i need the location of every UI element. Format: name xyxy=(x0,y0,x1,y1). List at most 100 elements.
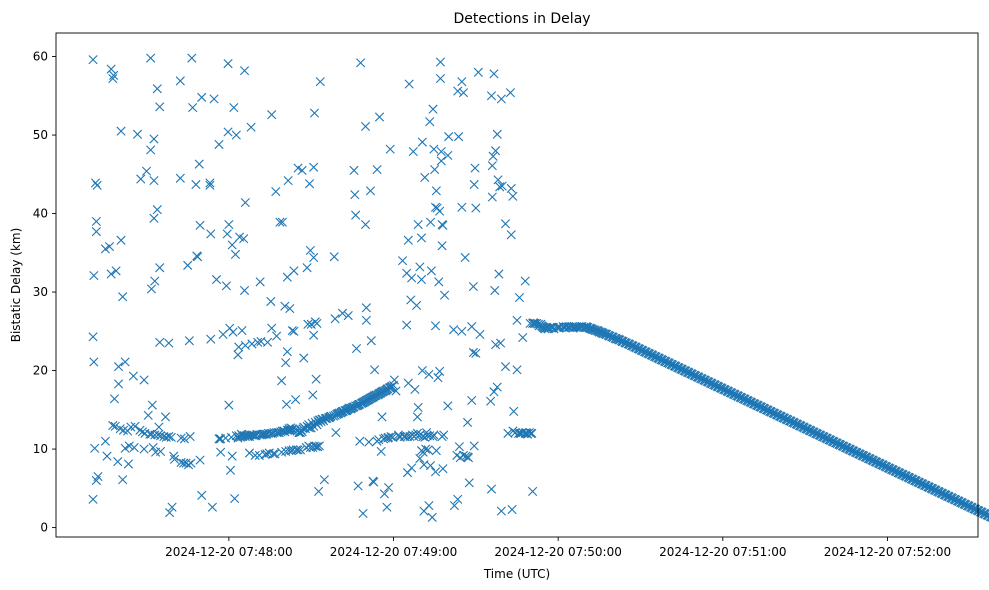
data-point xyxy=(234,342,244,352)
data-point xyxy=(262,449,272,459)
data-point xyxy=(431,186,441,196)
data-point xyxy=(272,331,282,341)
data-point xyxy=(410,384,420,395)
data-point xyxy=(197,490,207,500)
data-point xyxy=(471,348,481,358)
data-point xyxy=(405,431,415,442)
data-point xyxy=(89,270,99,281)
data-point xyxy=(102,451,112,461)
x-tick-label: 2024-12-20 07:48:00 xyxy=(165,545,292,559)
data-point xyxy=(412,412,422,422)
data-point xyxy=(237,325,247,336)
data-point xyxy=(491,146,501,156)
data-point xyxy=(444,132,454,142)
data-point xyxy=(416,274,427,285)
data-point xyxy=(309,330,319,340)
data-point xyxy=(467,322,477,332)
data-point xyxy=(89,357,99,367)
data-point xyxy=(147,400,157,410)
data-point xyxy=(319,475,329,485)
data-point xyxy=(184,336,194,346)
data-point xyxy=(309,162,319,172)
y-tick-label: 0 xyxy=(40,521,48,535)
data-point xyxy=(430,321,441,331)
data-point xyxy=(486,91,497,101)
data-point xyxy=(155,431,166,441)
data-point xyxy=(90,443,100,453)
data-point xyxy=(404,79,414,89)
data-point xyxy=(253,337,263,347)
data-point xyxy=(194,159,204,169)
data-point xyxy=(443,150,453,161)
data-point xyxy=(176,433,186,443)
x-tick-label: 2024-12-20 07:51:00 xyxy=(659,545,786,559)
x-tick-label: 2024-12-20 07:52:00 xyxy=(824,545,951,559)
data-point xyxy=(520,276,530,286)
data-point xyxy=(435,206,445,216)
data-point xyxy=(111,266,121,276)
data-point xyxy=(244,448,255,458)
data-point xyxy=(612,334,622,344)
data-point xyxy=(240,340,250,351)
data-point xyxy=(179,458,189,468)
data-point xyxy=(309,108,320,118)
data-point xyxy=(205,178,215,188)
data-point xyxy=(489,69,499,79)
data-point xyxy=(188,102,198,113)
data-point xyxy=(287,325,297,336)
data-point xyxy=(233,350,243,360)
data-point xyxy=(227,451,237,461)
data-point xyxy=(424,369,434,380)
data-point xyxy=(109,70,119,80)
data-point xyxy=(289,326,299,336)
data-point xyxy=(397,256,408,266)
data-point xyxy=(150,276,160,286)
data-point xyxy=(407,463,417,473)
data-point xyxy=(128,371,138,381)
data-point xyxy=(267,110,277,120)
data-point xyxy=(503,428,513,438)
data-point xyxy=(141,166,152,176)
data-point xyxy=(108,420,118,431)
data-point xyxy=(266,296,276,307)
data-point xyxy=(302,263,312,273)
y-tick-label: 20 xyxy=(33,364,48,378)
data-point xyxy=(386,431,396,442)
data-point xyxy=(183,260,193,270)
data-point xyxy=(191,179,201,190)
data-point xyxy=(92,180,102,190)
data-point xyxy=(512,315,522,325)
y-tick-label: 10 xyxy=(33,442,48,456)
data-point xyxy=(506,230,516,240)
data-point xyxy=(143,410,153,420)
data-point xyxy=(526,428,536,438)
data-point xyxy=(132,129,143,139)
data-point xyxy=(93,471,103,482)
data-point xyxy=(323,413,334,423)
data-point xyxy=(311,374,321,384)
data-point xyxy=(281,358,291,368)
x-axis-label: Time (UTC) xyxy=(483,567,550,581)
data-point xyxy=(425,217,436,227)
data-point xyxy=(167,502,177,512)
data-point xyxy=(139,375,149,385)
y-tick-label: 60 xyxy=(33,50,48,64)
data-point xyxy=(458,88,469,98)
y-tick-label: 30 xyxy=(33,285,48,299)
data-point xyxy=(377,412,387,422)
data-point xyxy=(160,412,171,422)
data-point xyxy=(505,88,516,98)
data-point xyxy=(494,269,504,279)
data-point xyxy=(297,165,307,175)
plot-frame xyxy=(55,32,979,538)
data-point xyxy=(211,274,222,285)
data-point xyxy=(231,130,241,140)
data-point xyxy=(123,459,134,469)
data-point xyxy=(351,343,362,354)
data-point xyxy=(524,427,534,438)
data-point xyxy=(425,460,436,471)
data-point xyxy=(230,249,241,259)
data-point xyxy=(88,55,98,65)
data-point xyxy=(374,112,385,122)
data-point xyxy=(500,219,511,229)
